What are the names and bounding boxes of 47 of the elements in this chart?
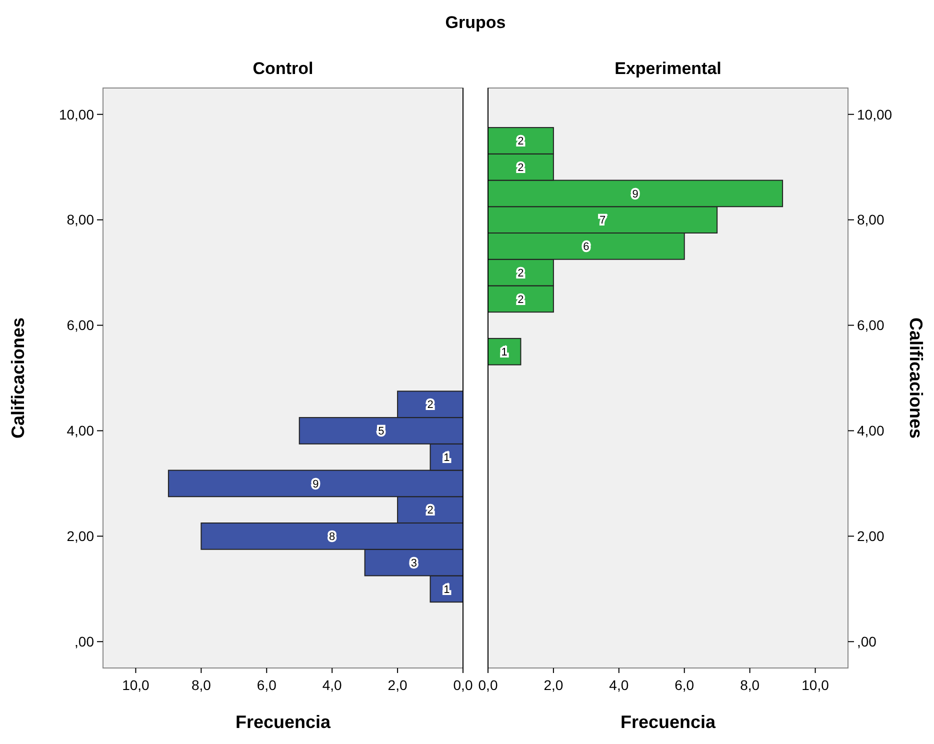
x-tick-label: 8,0 [740,677,760,693]
x-tick-label: 10,0 [802,677,830,693]
y-tick-label: 8,00 [66,212,94,228]
x-tick-label: 4,0 [609,677,629,693]
text: Grupos [445,13,506,32]
y-tick-label: 2,00 [66,528,94,544]
x-tick-label: 0,0 [453,677,473,693]
data-label: 1 [444,584,450,596]
x-tick-label: 6,0 [674,677,694,693]
x-tick-label: 8,0 [191,677,212,693]
y-tick-label: ,00 [857,634,877,650]
data-label: 2 [518,294,524,306]
data-label: 1 [501,346,508,358]
x-tick-label: 2,0 [544,677,564,693]
x-axis-title: Frecuencia [620,712,717,732]
data-label: 2 [427,399,434,412]
data-label: 2 [427,504,434,517]
y-tick-label: 4,00 [66,422,94,439]
x-axis-title: Frecuencia [235,712,332,732]
data-label: 3 [410,557,417,570]
x-tick-label: 2,0 [388,677,408,693]
x-tick-label: 6,0 [256,677,277,693]
y-axis-title: Calificaciones [8,317,28,439]
y-axis-title: Calificaciones [906,317,926,439]
y-tick-label: 2,00 [857,528,884,544]
x-tick-label: 10,0 [122,677,150,693]
y-tick-label: 10,00 [857,106,892,122]
chart-title: Control [252,59,314,78]
data-label: 9 [312,478,319,490]
y-tick-label: 6,00 [857,317,884,334]
x-tick-label: 0,0 [478,677,498,693]
x-tick-label: 4,0 [322,677,342,693]
data-label: 6 [583,241,590,254]
data-label: 9 [632,188,638,200]
data-label: 7 [599,214,606,227]
y-tick-label: 4,00 [857,422,884,439]
y-tick-label: 8,00 [857,212,884,228]
data-label: 5 [378,426,384,438]
data-label: 2 [518,162,524,174]
y-tick-label: ,00 [74,634,94,650]
data-label: 1 [444,452,450,464]
data-label: 8 [329,531,336,544]
data-label: 2 [518,136,524,148]
data-label: 2 [518,267,524,280]
y-tick-label: 10,00 [58,106,94,122]
chart-title: Experimental [614,59,722,78]
y-tick-label: 6,00 [66,317,94,334]
